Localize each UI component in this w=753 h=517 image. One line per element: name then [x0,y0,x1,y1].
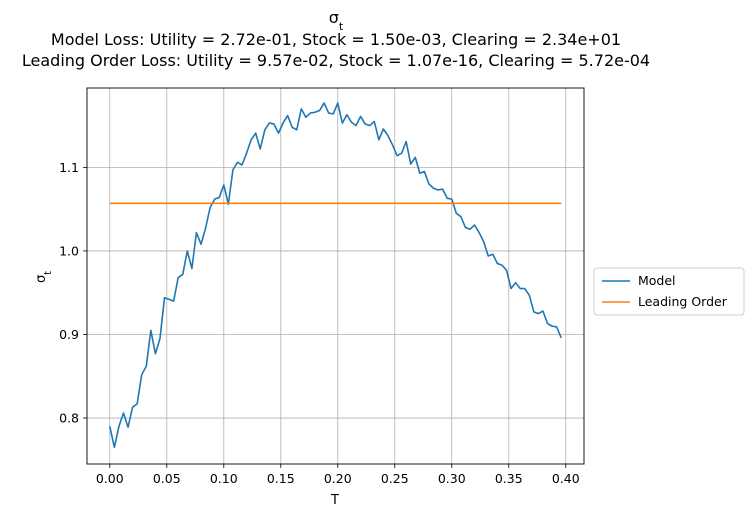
y-tick-label: 0.8 [59,411,79,426]
chart-subtitle-line-1: Model Loss: Utility = 2.72e-01, Stock = … [51,30,621,49]
series-line-model [109,102,562,449]
chart-title-main: σ [329,8,339,27]
x-tick-label: 0.35 [495,471,523,486]
y-tick-label: 1.1 [59,160,79,175]
legend: Model Leading Order [593,267,745,316]
y-axis-label-subscript: t [43,271,54,275]
y-tick-label: 1.0 [59,243,79,258]
x-tick-label: 0.20 [324,471,352,486]
series-layer [109,102,562,449]
legend-label-model: Model [638,273,676,288]
chart-title: σt [329,8,344,33]
x-tick-label: 0.10 [210,471,238,486]
plot-frame [86,87,585,465]
x-tick-label: 0.25 [381,471,409,486]
tick-layer: 0.00 0.05 0.10 0.15 0.20 0.25 0.30 0.35 0.40 0.8 0… [59,160,580,486]
legend-label-leading-order: Leading Order [638,294,728,309]
x-tick-label: 0.05 [153,471,181,486]
x-tick-label: 0.15 [267,471,295,486]
grid-layer [87,88,584,464]
x-tick-label: 0.00 [96,471,124,486]
y-tick-label: 0.9 [59,327,79,342]
x-tick-label: 0.40 [552,471,580,486]
y-axis-label: σt [34,271,54,283]
x-axis-label: T [330,493,339,508]
legend-box [593,267,745,316]
y-axis-label-main: σ [34,275,49,283]
chart-subtitle-line-2: Leading Order Loss: Utility = 9.57e-02, … [22,51,650,70]
x-tick-label: 0.30 [438,471,466,486]
chart-title-subscript: t [339,20,344,33]
